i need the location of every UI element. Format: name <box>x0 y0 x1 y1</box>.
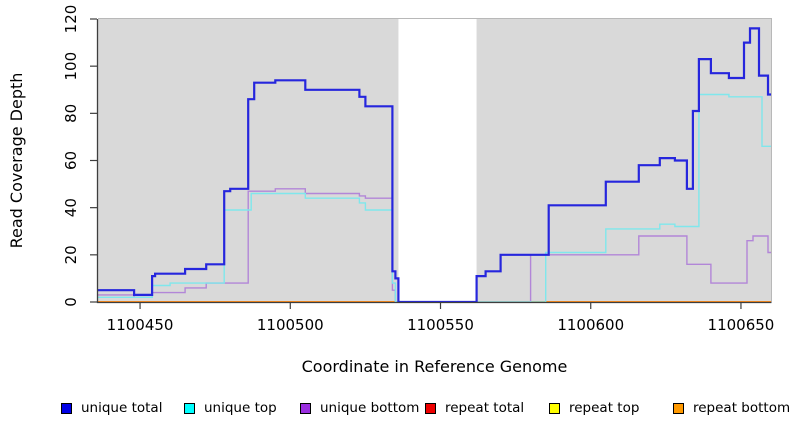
x-tick-label: 1100450 <box>107 316 174 334</box>
legend-swatch-unique-top <box>184 402 195 414</box>
legend-swatch-repeat-top <box>549 402 560 414</box>
legend-swatch-unique-bottom <box>300 402 311 414</box>
x-axis-title: Coordinate in Reference Genome <box>302 357 568 376</box>
legend-label: repeat top <box>569 400 640 416</box>
y-axis-title: Read Coverage Depth <box>7 73 26 249</box>
coverage-chart-canvas: 1100450 1100500 1100550 1100600 1100650 0 20 40… <box>7 5 775 376</box>
axis-lines <box>96 19 772 304</box>
y-tick-label: 120 <box>62 5 80 34</box>
legend-swatch-repeat-bottom <box>673 402 684 414</box>
legend-label: unique top <box>204 400 277 416</box>
legend-swatch-unique-total <box>61 402 72 414</box>
series-line-unique-bottom <box>98 188 771 303</box>
legend-swatch-repeat-total <box>425 402 436 414</box>
panel-border-light <box>98 18 772 302</box>
legend-item-unique-bottom: unique bottom <box>300 400 419 416</box>
legend-item-unique-top: unique top <box>184 400 277 416</box>
y-tick-label: 60 <box>62 151 80 170</box>
masked-gap-region <box>398 19 477 302</box>
legend-label: repeat bottom <box>693 400 791 416</box>
x-tick-label: 1100500 <box>257 316 324 334</box>
series-line-unique-total <box>98 27 771 303</box>
y-tick-label: 40 <box>62 198 80 217</box>
y-tick-label: 100 <box>62 52 80 81</box>
legend-label: unique total <box>81 400 163 416</box>
y-tick-label: 0 <box>62 297 80 307</box>
legend-label: unique bottom <box>320 400 420 416</box>
y-tick-label: 80 <box>62 104 80 123</box>
legend-item-repeat-total: repeat total <box>425 400 524 416</box>
legend-item-repeat-top: repeat top <box>549 400 639 416</box>
legend-item-unique-total: unique total <box>61 400 162 416</box>
y-tick-label: 20 <box>62 245 80 264</box>
x-tick-label: 1100650 <box>708 316 775 334</box>
legend-item-repeat-bottom: repeat bottom <box>673 400 790 416</box>
x-tick-label: 1100600 <box>557 316 624 334</box>
legend-label: repeat total <box>445 400 525 416</box>
x-tick-label: 1100550 <box>407 316 474 334</box>
chart-legend: unique total unique top unique bottom repea… <box>0 396 792 424</box>
